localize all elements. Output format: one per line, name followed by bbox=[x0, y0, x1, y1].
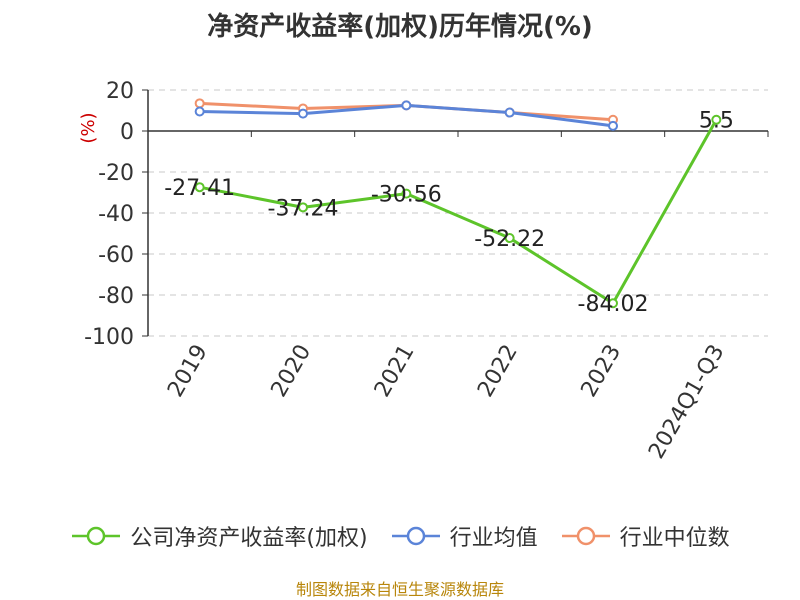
grid-layer bbox=[148, 89, 768, 337]
data-label: -84.02 bbox=[578, 292, 649, 317]
data-point bbox=[194, 98, 205, 109]
y-tick-label: -40 bbox=[98, 202, 134, 227]
data-point bbox=[298, 202, 308, 213]
data-label: -52.22 bbox=[474, 227, 545, 252]
legend-item: 行业均值 bbox=[390, 520, 538, 552]
y-tick-label: 20 bbox=[106, 79, 134, 104]
data-point bbox=[504, 107, 515, 118]
legend-label: 公司净资产收益率(加权) bbox=[130, 526, 368, 551]
x-tick-label: 2021 bbox=[370, 341, 420, 402]
data-point bbox=[711, 114, 722, 125]
series-layer bbox=[194, 98, 722, 309]
data-label: 5.5 bbox=[699, 109, 734, 134]
data-label: -37.24 bbox=[268, 196, 339, 221]
data-label: -30.56 bbox=[371, 183, 442, 208]
legend: 公司净资产收益率(加权) 行业均值 行业中位数 bbox=[0, 520, 800, 552]
series-line bbox=[199, 118, 718, 305]
legend-item: 公司净资产收益率(加权) bbox=[70, 520, 368, 552]
y-tick-label: -60 bbox=[98, 243, 134, 268]
legend-swatch-icon bbox=[391, 526, 440, 546]
data-point bbox=[194, 182, 205, 193]
x-tick-label: 2023 bbox=[577, 341, 627, 402]
y-axis-label: (%) bbox=[78, 112, 99, 143]
x-tick-label: 2020 bbox=[267, 341, 317, 402]
data-label: -27.41 bbox=[164, 176, 235, 201]
legend-label: 行业中位数 bbox=[619, 526, 730, 551]
data-point bbox=[401, 100, 412, 111]
data-point bbox=[401, 188, 412, 199]
y-tick-label: -20 bbox=[98, 161, 134, 186]
data-point bbox=[608, 298, 618, 309]
y-tick-label: -100 bbox=[84, 325, 134, 350]
legend-swatch-icon bbox=[561, 526, 610, 546]
legend-label: 行业均值 bbox=[449, 526, 538, 551]
x-tick-label: 2019 bbox=[163, 341, 213, 402]
chart-title: 净资产收益率(加权)历年情况(%) bbox=[207, 12, 593, 42]
data-point bbox=[608, 120, 618, 131]
data-label-layer: -27.41 -37.24 -30.56 -52.22 -84.02 5.5 bbox=[164, 109, 734, 318]
x-tick-label: 2024Q1-Q3 bbox=[644, 341, 729, 464]
x-tick-label: 2022 bbox=[473, 341, 523, 402]
data-point bbox=[298, 108, 308, 119]
y-tick-label: -80 bbox=[98, 284, 134, 309]
data-point bbox=[194, 106, 205, 117]
y-tick-label: 0 bbox=[120, 120, 134, 145]
axis-layer: 20 0 -20 -40 -60 -80 -100 (%) 2019 2020 2021 2022 20… bbox=[78, 79, 769, 464]
legend-item: 行业中位数 bbox=[560, 520, 730, 552]
source-note: 制图数据来自恒生聚源数据库 bbox=[295, 580, 504, 599]
legend-swatch-icon bbox=[72, 526, 121, 546]
data-point bbox=[504, 233, 515, 244]
